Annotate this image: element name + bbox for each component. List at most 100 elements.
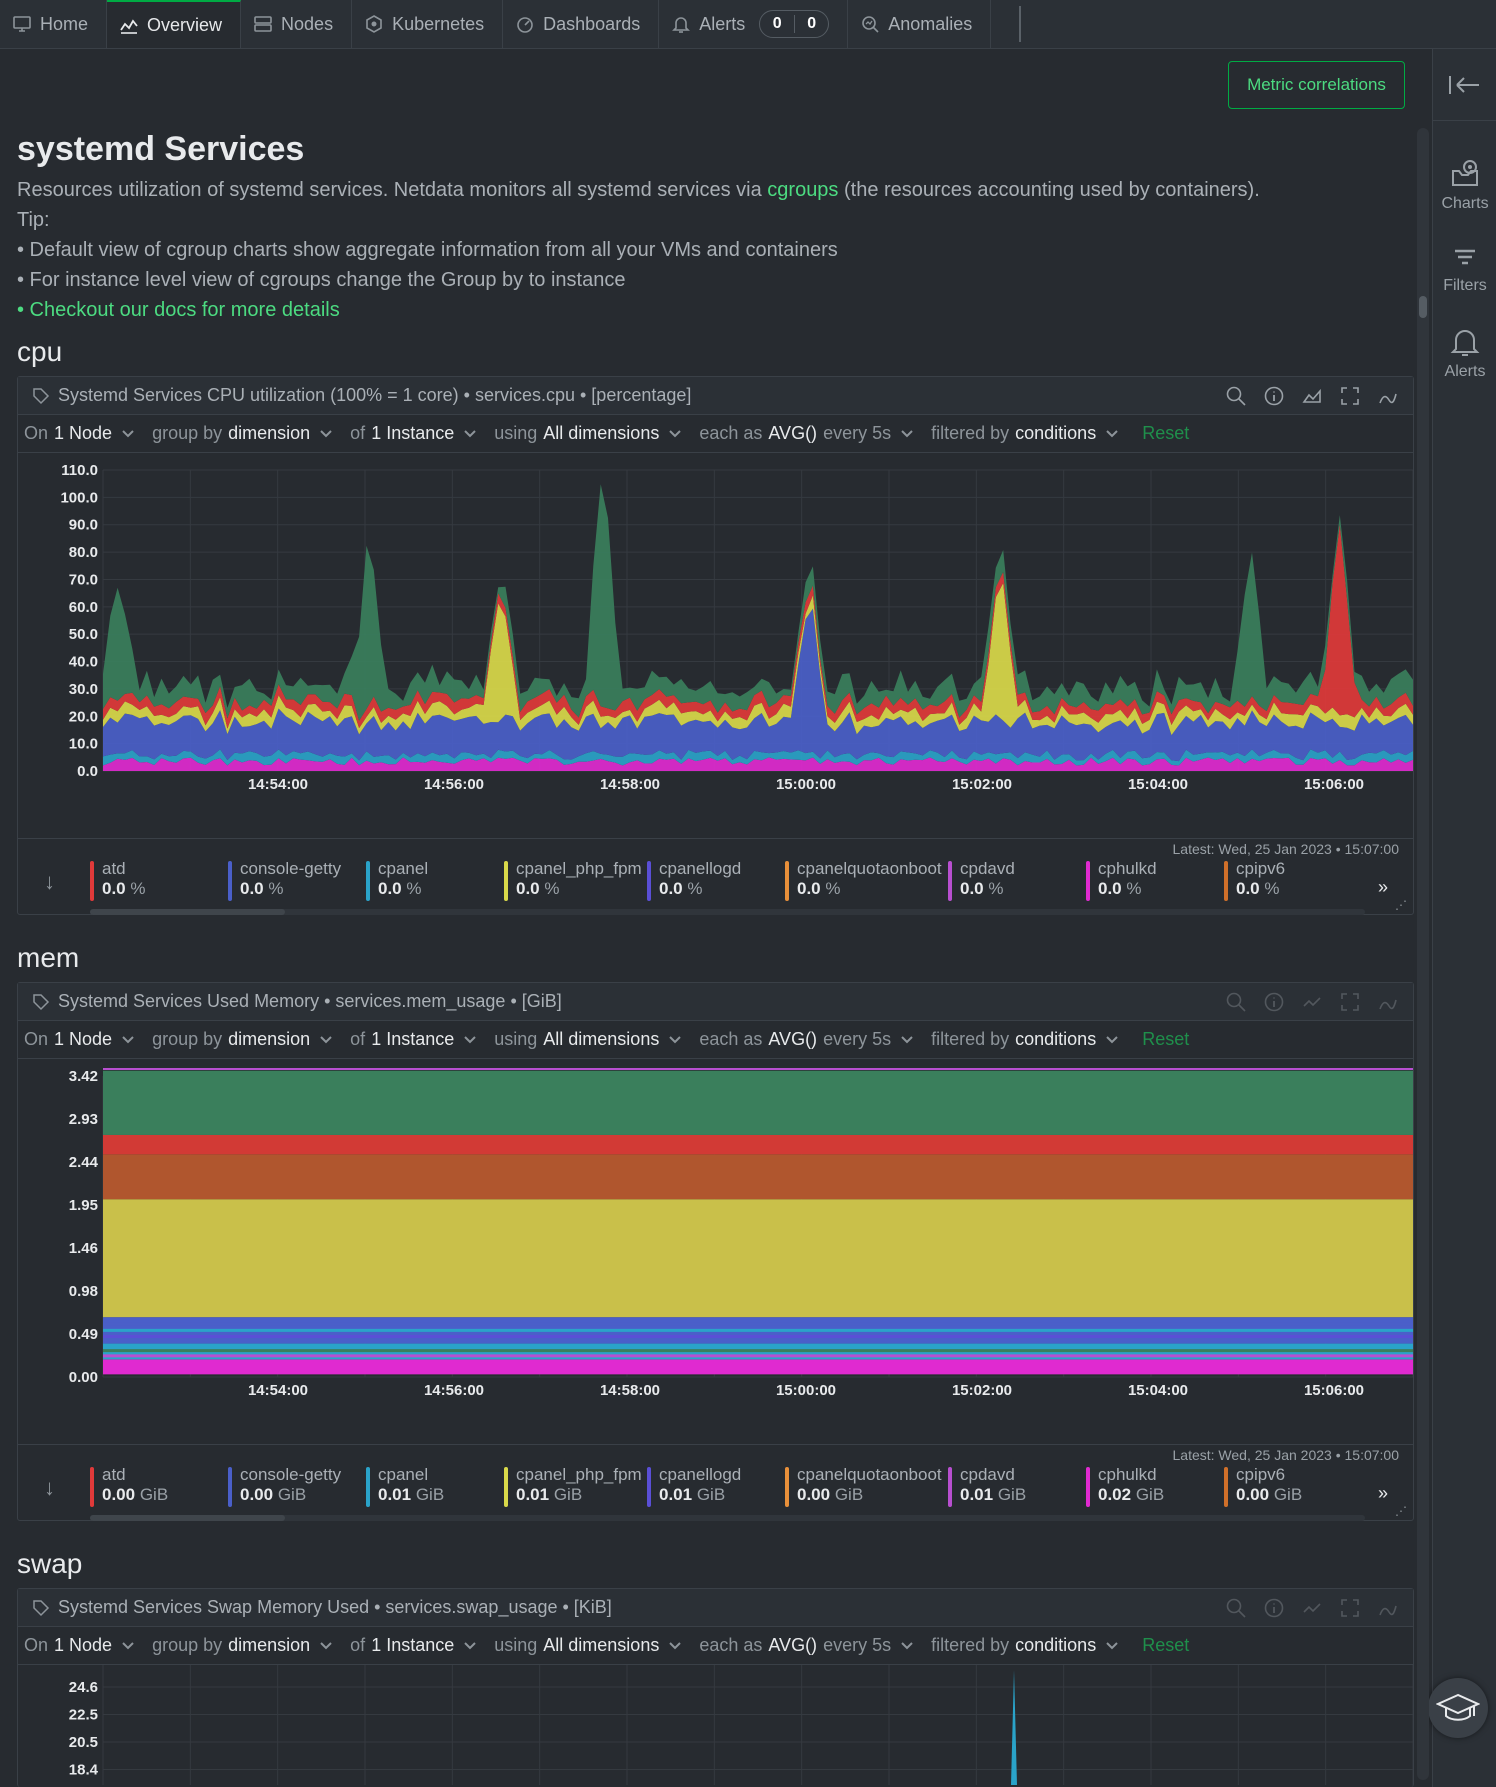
dimensions-filter[interactable]: using All dimensions [494, 1635, 682, 1656]
dimensions-filter[interactable]: using All dimensions [494, 1029, 682, 1050]
fullscreen-icon[interactable] [1339, 1597, 1361, 1619]
legend-dimension-value: 0.0 % [102, 879, 146, 898]
sidebar-alerts[interactable]: Alerts [1433, 325, 1496, 381]
reset-button[interactable]: Reset [1142, 1029, 1190, 1049]
cpu-plot[interactable]: 110.0 100.0 90.0 80.0 70.0 60.0 50.0 40.0 30.0 20… [18, 453, 1413, 838]
aggregation-filter[interactable]: each as AVG() every 5s [699, 1635, 913, 1656]
legend-item-cphulkd[interactable]: cphulkd 0.0 % [1086, 859, 1224, 901]
reset-button[interactable]: Reset [1142, 423, 1190, 443]
y-tick-label: 2.44 [69, 1154, 99, 1171]
node-filter[interactable]: On 1 Node [24, 423, 134, 444]
arrow-down-icon[interactable]: ↓ [44, 869, 55, 894]
legend-more-button[interactable]: » [1378, 877, 1389, 897]
mem-series-band [103, 1070, 1413, 1135]
legend-dimension-value: 0.0 % [240, 879, 284, 898]
legend-item-atd[interactable]: atd 0.0 % [90, 859, 228, 901]
resize-handle-icon[interactable]: ⋰ [1395, 898, 1407, 912]
legend-dimension-name: console-getty [240, 1465, 342, 1484]
conditions-filter[interactable]: filtered by conditions [931, 1635, 1118, 1656]
sidebar-charts[interactable]: Charts [1433, 157, 1496, 213]
main-scrollbar[interactable] [1417, 128, 1429, 1780]
node-filter-label: On [24, 423, 49, 443]
info-icon[interactable] [1263, 991, 1285, 1013]
tab-overview[interactable]: Overview [107, 0, 242, 48]
collapse-sidebar-button[interactable] [1432, 49, 1496, 121]
fullscreen-icon[interactable] [1339, 385, 1361, 407]
swap-plot[interactable]: 24.6 22.5 20.5 18.4 [18, 1665, 1413, 1785]
scrollbar-thumb[interactable] [1419, 296, 1427, 318]
zoom-icon[interactable] [1225, 385, 1247, 407]
info-icon[interactable] [1263, 385, 1285, 407]
sidebar-filters[interactable]: Filters [1433, 245, 1496, 295]
legend-item-cpdavd[interactable]: cpdavd 0.0 % [948, 859, 1086, 901]
legend-more-button[interactable]: » [1378, 1483, 1389, 1503]
aggregation-filter[interactable]: each as AVG() every 5s [699, 1029, 913, 1050]
chart-type-icon[interactable] [1301, 1597, 1323, 1619]
info-icon[interactable] [1263, 1597, 1285, 1619]
legend-dimension-name: cpipv6 [1236, 859, 1286, 878]
alert-count-badge[interactable]: 0 0 [759, 10, 830, 38]
tab-kubernetes[interactable]: Kubernetes [352, 0, 504, 48]
metric-correlations-button[interactable]: Metric correlations [1228, 61, 1405, 109]
conditions-filter[interactable]: filtered by conditions [931, 1029, 1118, 1050]
legend-item-cpipv6[interactable]: cpipv6 0.0 % [1224, 859, 1362, 901]
aggregation-filter[interactable]: each as AVG() every 5s [699, 423, 913, 444]
learn-button[interactable] [1428, 1678, 1488, 1738]
dimensions-filter[interactable]: using All dimensions [494, 423, 682, 444]
legend-scrollbar[interactable] [90, 909, 1365, 915]
instance-filter[interactable]: of 1 Instance [350, 1635, 476, 1656]
tab-dashboards[interactable]: Dashboards [503, 0, 660, 48]
legend-item-cpanelquotaonboot[interactable]: cpanelquotaonboot 0.0 % [785, 859, 948, 901]
group-by-value: dimension [228, 423, 311, 443]
legend-item-cpanelquotaonboot[interactable]: cpanelquotaonboot 0.00 GiB [785, 1465, 948, 1507]
legend-item-cpanel_php_fpm[interactable]: cpanel_php_fpm 0.0 % [504, 859, 647, 901]
instance-filter[interactable]: of 1 Instance [350, 1029, 476, 1050]
legend-item-cpdavd[interactable]: cpdavd 0.01 GiB [948, 1465, 1086, 1507]
tab-home[interactable]: Home [0, 0, 108, 48]
legend-item-cpanellogd[interactable]: cpanellogd 0.0 % [647, 859, 785, 901]
legend-item-cphulkd[interactable]: cphulkd 0.02 GiB [1086, 1465, 1224, 1507]
add-to-dashboard-icon[interactable] [1377, 1597, 1399, 1619]
legend-item-cpanel[interactable]: cpanel 0.0 % [366, 859, 504, 901]
arrow-down-icon[interactable]: ↓ [44, 1475, 55, 1500]
group-by-filter[interactable]: group by dimension [152, 423, 332, 444]
resize-handle-icon[interactable]: ⋰ [1395, 1504, 1407, 1518]
add-to-dashboard-icon[interactable] [1377, 991, 1399, 1013]
mem-series-band [103, 1154, 1413, 1200]
interval-label: every 5s [823, 423, 892, 443]
legend-scrollbar[interactable] [90, 1515, 1365, 1521]
legend-scroll-thumb[interactable] [90, 1515, 285, 1521]
legend-item-cpanel[interactable]: cpanel 0.01 GiB [366, 1465, 504, 1507]
docs-link[interactable]: • Checkout our docs for more details [17, 299, 340, 321]
legend-dimension-value: 0.0 % [1098, 879, 1142, 898]
cgroups-link[interactable]: cgroups [767, 179, 839, 201]
mem-plot[interactable]: 3.42 2.93 2.44 1.95 1.46 0.98 0.49 0.00 14:54:00… [18, 1059, 1413, 1444]
reset-button[interactable]: Reset [1142, 1635, 1190, 1655]
node-filter[interactable]: On 1 Node [24, 1635, 134, 1656]
group-by-label: group by [152, 423, 223, 443]
zoom-icon[interactable] [1225, 1597, 1247, 1619]
zoom-icon[interactable] [1225, 991, 1247, 1013]
legend-item-console-getty[interactable]: console-getty 0.0 % [228, 859, 366, 901]
legend-item-atd[interactable]: atd 0.00 GiB [90, 1465, 228, 1507]
legend-item-cpanel_php_fpm[interactable]: cpanel_php_fpm 0.01 GiB [504, 1465, 647, 1507]
add-to-dashboard-icon[interactable] [1377, 385, 1399, 407]
fullscreen-icon[interactable] [1339, 991, 1361, 1013]
legend-scroll-thumb[interactable] [90, 909, 285, 915]
group-by-filter[interactable]: group by dimension [152, 1029, 332, 1050]
tab-nodes[interactable]: Nodes [241, 0, 353, 48]
legend-color-swatch [948, 1467, 952, 1507]
y-tick-label: 60.0 [69, 599, 98, 616]
conditions-filter[interactable]: filtered by conditions [931, 423, 1118, 444]
chart-type-icon[interactable] [1301, 991, 1323, 1013]
legend-item-cpipv6[interactable]: cpipv6 0.00 GiB [1224, 1465, 1362, 1507]
tab-anomalies[interactable]: Anomalies [848, 0, 992, 48]
node-filter[interactable]: On 1 Node [24, 1029, 134, 1050]
legend-item-cpanellogd[interactable]: cpanellogd 0.01 GiB [647, 1465, 785, 1507]
instance-filter[interactable]: of 1 Instance [350, 423, 476, 444]
cpu-series-area [103, 757, 1413, 771]
legend-item-console-getty[interactable]: console-getty 0.00 GiB [228, 1465, 366, 1507]
chart-type-icon[interactable] [1301, 385, 1323, 407]
group-by-filter[interactable]: group by dimension [152, 1635, 332, 1656]
tab-alerts[interactable]: Alerts 0 0 [659, 0, 849, 48]
